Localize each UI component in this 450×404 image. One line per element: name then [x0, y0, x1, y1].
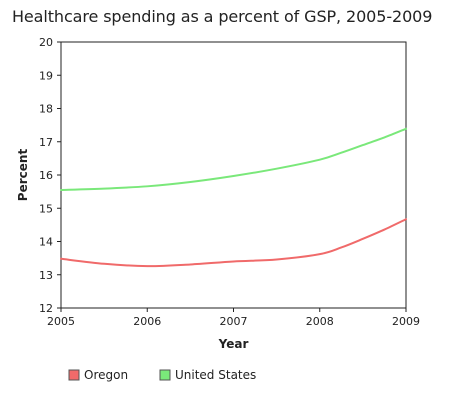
legend-swatch-united-states[interactable]	[159, 369, 171, 381]
x-tick-label: 2006	[133, 315, 161, 328]
x-tick-label: 2007	[220, 315, 248, 328]
y-tick-label: 20	[39, 36, 53, 49]
y-tick-label: 19	[39, 69, 53, 82]
y-tick-label: 15	[39, 202, 53, 215]
x-tick-label: 2005	[47, 315, 75, 328]
y-tick-label: 14	[39, 236, 53, 249]
y-tick-label: 16	[39, 169, 53, 182]
x-tick-label: 2008	[306, 315, 334, 328]
y-tick-label: 18	[39, 103, 53, 116]
legend-label-united-states[interactable]: United States	[175, 368, 256, 382]
x-axis-title: Year	[218, 337, 249, 351]
chart-title: Healthcare spending as a percent of GSP,…	[12, 7, 433, 26]
y-axis-title: Percent	[16, 149, 30, 202]
x-tick-label: 2009	[392, 315, 420, 328]
legend-label-oregon[interactable]: Oregon	[84, 368, 128, 382]
y-tick-label: 17	[39, 136, 53, 149]
legend-swatch-oregon[interactable]	[68, 369, 80, 381]
series-line-oregon	[60, 218, 407, 268]
y-tick-label: 12	[39, 302, 53, 315]
y-tick-label: 13	[39, 269, 53, 282]
series-line-united-states	[60, 127, 407, 191]
